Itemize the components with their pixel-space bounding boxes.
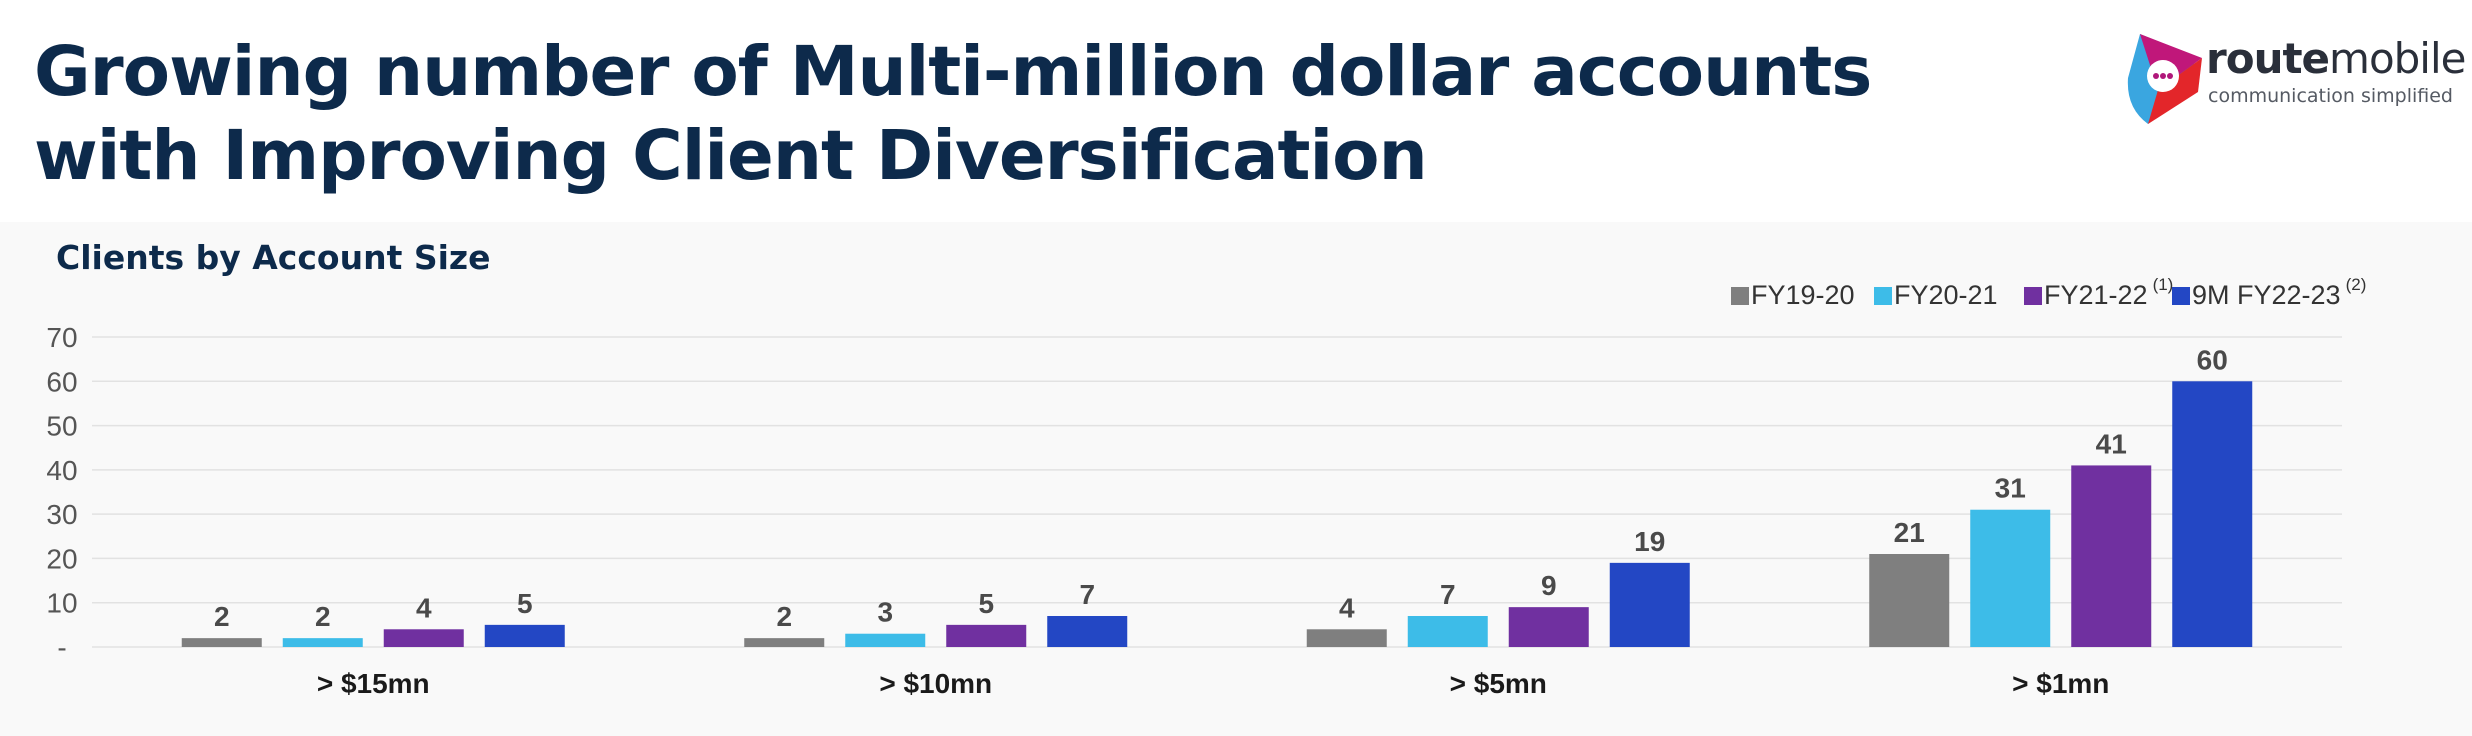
bar [1609,562,1690,647]
brand-name-bold: route [2206,34,2330,83]
legend-swatch [1874,287,1892,305]
y-tick-label: 10 [46,588,77,619]
page-title-line-2: with Improving Client Diversification [34,116,1428,196]
y-tick-label: 50 [46,411,77,442]
data-label: 41 [2096,428,2127,459]
bar [383,629,464,647]
x-tick-label: > $10mn [879,668,992,699]
chart-panel [0,222,2472,736]
bar [484,624,565,647]
data-label: 7 [1440,579,1456,610]
x-tick-label: > $1mn [2012,668,2109,699]
data-label: 19 [1634,526,1665,557]
data-label: 7 [1079,579,1095,610]
x-tick-label: > $5mn [1450,668,1547,699]
y-tick-label: 60 [46,366,77,397]
brand-tagline: communication simplified [2208,85,2453,107]
data-label: 2 [214,601,230,632]
y-tick-label: 70 [46,322,77,353]
route-mobile-logo-icon [2127,34,2202,124]
data-label: 2 [776,601,792,632]
bar [2071,465,2152,647]
legend-label: FY19-20 [1751,280,1855,310]
bar [2172,381,2253,647]
bar [1970,509,2051,647]
data-label: 5 [978,588,994,619]
legend-label: 9M FY22-23 [2192,280,2341,310]
page-title: Growing number of Multi-million dollar a… [34,30,1872,198]
bar [744,638,825,647]
y-tick-label: 40 [46,455,77,486]
data-label: 4 [416,592,432,623]
bar [1047,616,1128,647]
y-tick-label: 20 [46,543,77,574]
data-label: 2 [315,601,331,632]
data-label: 60 [2197,344,2228,375]
y-tick-label: 30 [46,499,77,530]
data-label: 9 [1541,570,1557,601]
brand-name: routemobile [2206,34,2466,84]
data-label: 21 [1894,517,1925,548]
data-label: 3 [877,597,893,628]
legend-footnote-marker: (2) [2346,275,2367,294]
legend-swatch [2024,287,2042,305]
brand-name-light: mobile [2329,34,2466,83]
bar [946,624,1027,647]
bar [181,638,262,647]
data-label: 4 [1339,592,1355,623]
page-title-line-1: Growing number of Multi-million dollar a… [34,32,1872,112]
x-tick-label: > $15mn [317,668,430,699]
bar [282,638,363,647]
legend-label: FY21-22 [2044,280,2148,310]
legend-label: FY20-21 [1894,280,1998,310]
legend-footnote-marker: (1) [2153,275,2174,294]
legend-swatch [1731,287,1749,305]
bar [1407,616,1488,647]
bar [1306,629,1387,647]
y-tick-label: - [57,632,66,663]
data-label: 5 [517,588,533,619]
data-label: 31 [1995,473,2026,504]
chart-title: Clients by Account Size [56,238,491,277]
legend-swatch [2172,287,2190,305]
bar [1869,554,1950,647]
bar [845,633,926,647]
bar [1508,607,1589,647]
